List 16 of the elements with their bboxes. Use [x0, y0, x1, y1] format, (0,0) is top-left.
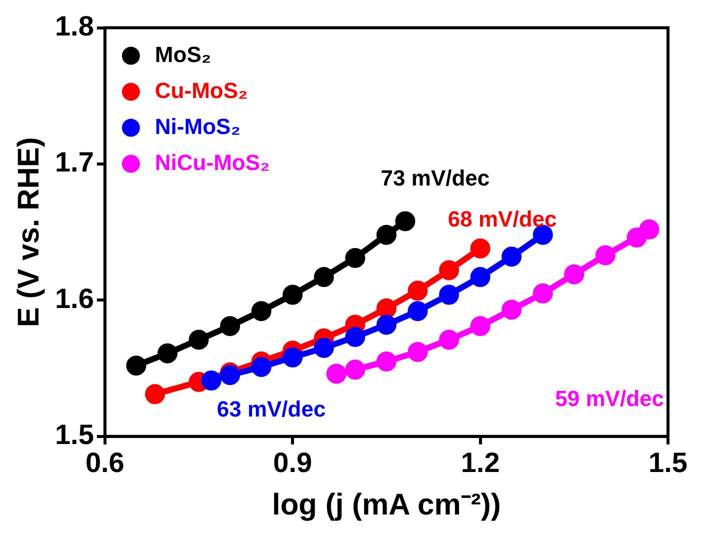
legend-label: Ni-MoS₂: [154, 114, 240, 139]
y-tick-label: 1.7: [54, 146, 94, 178]
x-tick-label: 0.9: [273, 446, 312, 478]
annotation: 68 mV/dec: [448, 206, 557, 232]
x-tick-label: 1.5: [648, 446, 688, 478]
annotation: 73 mV/dec: [380, 165, 490, 190]
annotation: 59 mV/dec: [555, 386, 664, 411]
y-tick-label: 1.6: [54, 282, 94, 314]
legend-label: MoS₂: [154, 42, 212, 67]
y-tick-label: 1.8: [54, 10, 94, 42]
legend-label: Cu-MoS₂: [154, 78, 248, 103]
y-axis-title: E (V vs. RHE): [12, 137, 46, 328]
legend-label: NiCu-MoS₂: [154, 150, 270, 175]
x-axis-title: log (j (mA cm⁻²)): [272, 488, 501, 522]
x-tick-label: 1.2: [460, 446, 500, 478]
annotation: 63 mV/dec: [216, 396, 326, 422]
